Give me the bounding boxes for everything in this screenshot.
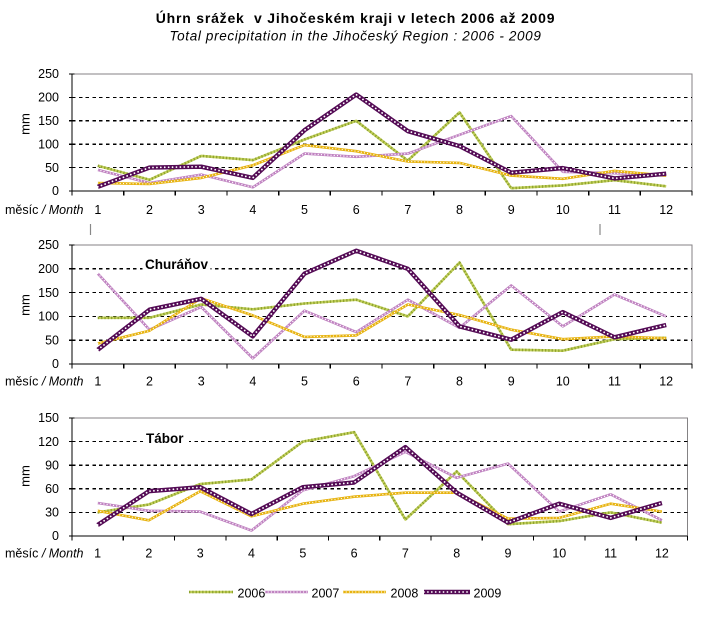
svg-text:mm: mm bbox=[18, 465, 33, 487]
svg-text:Total precipitation in the Jih: Total precipitation in the Jihočeský Reg… bbox=[169, 29, 541, 44]
svg-text:9: 9 bbox=[508, 375, 515, 389]
svg-text:60: 60 bbox=[45, 482, 59, 496]
svg-text:11: 11 bbox=[604, 547, 617, 561]
svg-text:5: 5 bbox=[301, 375, 308, 389]
svg-text:7: 7 bbox=[404, 375, 411, 389]
svg-text:Úhrn srážek v Jihočeském kraj: Úhrn srážek v Jihočeském kraji v letech … bbox=[156, 9, 556, 26]
svg-text:Tábor: Tábor bbox=[146, 431, 184, 446]
svg-text:4: 4 bbox=[248, 547, 255, 561]
svg-text:200: 200 bbox=[38, 262, 59, 276]
svg-text:100: 100 bbox=[38, 137, 59, 151]
svg-text:7: 7 bbox=[402, 547, 409, 561]
svg-text:8: 8 bbox=[456, 375, 463, 389]
svg-text:2006: 2006 bbox=[238, 587, 266, 601]
svg-text:8: 8 bbox=[456, 203, 463, 217]
svg-text:100: 100 bbox=[38, 310, 59, 324]
svg-text:12: 12 bbox=[659, 375, 673, 389]
svg-text:120: 120 bbox=[38, 435, 59, 449]
svg-text:9: 9 bbox=[505, 547, 512, 561]
svg-text:4: 4 bbox=[249, 375, 256, 389]
svg-text:1: 1 bbox=[94, 203, 101, 217]
svg-text:6: 6 bbox=[351, 547, 358, 561]
svg-text:6: 6 bbox=[353, 203, 360, 217]
svg-text:1: 1 bbox=[94, 547, 101, 561]
svg-text:11: 11 bbox=[608, 203, 621, 217]
svg-text:10: 10 bbox=[552, 547, 566, 561]
svg-text:měsíc / Month: měsíc / Month bbox=[5, 547, 84, 561]
svg-text:0: 0 bbox=[52, 529, 59, 543]
svg-text:2007: 2007 bbox=[312, 587, 340, 601]
svg-text:50: 50 bbox=[45, 161, 59, 175]
svg-text:měsíc / Month: měsíc / Month bbox=[5, 203, 84, 217]
svg-text:2: 2 bbox=[146, 375, 153, 389]
svg-text:150: 150 bbox=[38, 286, 59, 300]
svg-text:150: 150 bbox=[38, 411, 59, 425]
svg-text:12: 12 bbox=[659, 203, 673, 217]
svg-text:30: 30 bbox=[45, 506, 59, 520]
svg-text:90: 90 bbox=[45, 458, 59, 472]
svg-text:5: 5 bbox=[299, 547, 306, 561]
svg-text:mm: mm bbox=[18, 294, 33, 316]
svg-text:250: 250 bbox=[38, 238, 59, 252]
svg-text:3: 3 bbox=[198, 203, 205, 217]
svg-text:0: 0 bbox=[52, 357, 59, 371]
svg-text:8: 8 bbox=[453, 547, 460, 561]
svg-text:měsíc / Month: měsíc / Month bbox=[5, 375, 84, 389]
svg-text:150: 150 bbox=[38, 114, 59, 128]
svg-text:4: 4 bbox=[249, 203, 256, 217]
svg-text:200: 200 bbox=[38, 91, 59, 105]
svg-text:11: 11 bbox=[608, 375, 621, 389]
svg-text:2009: 2009 bbox=[474, 587, 502, 601]
svg-text:250: 250 bbox=[38, 67, 59, 81]
svg-text:5: 5 bbox=[301, 203, 308, 217]
svg-text:Churáňov: Churáňov bbox=[145, 257, 208, 272]
svg-text:0: 0 bbox=[52, 184, 59, 198]
svg-text:mm: mm bbox=[18, 113, 33, 135]
svg-text:3: 3 bbox=[198, 375, 205, 389]
svg-text:50: 50 bbox=[45, 333, 59, 347]
svg-text:10: 10 bbox=[556, 375, 570, 389]
svg-text:2008: 2008 bbox=[391, 587, 419, 601]
svg-text:2: 2 bbox=[145, 547, 152, 561]
svg-text:2: 2 bbox=[146, 203, 153, 217]
svg-text:9: 9 bbox=[508, 203, 515, 217]
svg-text:3: 3 bbox=[197, 547, 204, 561]
svg-text:1: 1 bbox=[94, 375, 101, 389]
svg-text:7: 7 bbox=[404, 203, 411, 217]
svg-text:6: 6 bbox=[353, 375, 360, 389]
svg-text:12: 12 bbox=[655, 547, 669, 561]
svg-text:10: 10 bbox=[556, 203, 570, 217]
